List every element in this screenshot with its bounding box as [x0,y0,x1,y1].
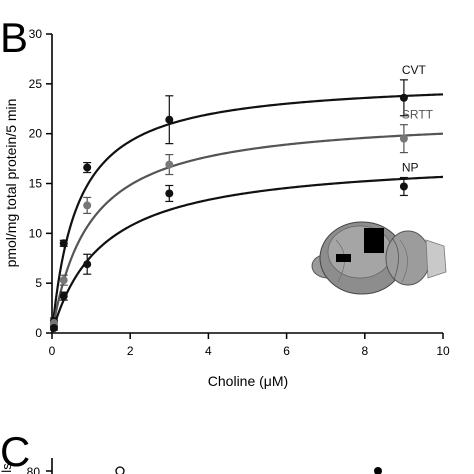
series-label-np: NP [402,161,419,175]
data-point-np [399,182,408,191]
fit-curve-np [50,175,444,334]
x-tick-label: 2 [127,344,134,358]
series-label-cvt: CVT [402,63,427,77]
brain-dissection-region [336,254,351,262]
y-ticks: 0 5 10 15 20 25 30 [29,27,52,340]
panel-c-filled-point [374,467,382,474]
data-point-np [83,260,92,269]
x-tick-label: 0 [49,344,56,358]
y-tick-label: 0 [35,326,42,340]
y-tick-label: 15 [29,177,43,191]
data-point-np [49,324,58,333]
data-point-srtt [399,134,408,143]
y-axis-label: pmol/mg total protein/5 min [3,99,19,268]
panel-c-fragment: 80 ls [0,458,382,474]
y-tick-label: 20 [29,127,43,141]
fit-curve-cvt [50,93,444,334]
data-point-cvt [59,239,68,248]
panel-c-letter: C [0,428,30,474]
brain-illustration [311,221,447,295]
series-label-srtt: SRTT [402,108,434,122]
data-point-cvt [165,115,174,124]
x-tick-label: 10 [436,344,450,358]
series-labels: CVT SRTT NP [402,63,434,175]
data-point-srtt [59,276,68,285]
data-points [49,93,408,333]
y-tick-label: 30 [29,27,43,41]
x-ticks: 0 2 4 6 8 10 [49,333,450,358]
data-point-srtt [165,160,174,169]
data-point-cvt [399,93,408,102]
panel-b-letter: B [0,14,28,61]
panel-c-y-axis-label: ls [0,463,14,473]
x-tick-label: 4 [205,344,212,358]
data-point-np [165,189,174,198]
panel-c-open-point [115,466,125,474]
data-point-np [59,292,68,301]
data-point-cvt [83,163,92,172]
y-tick-label: 25 [29,77,43,91]
x-axis-label: Choline (μM) [208,373,288,389]
brain-dissection-region [364,228,384,253]
x-tick-label: 6 [283,344,290,358]
y-tick-label: 10 [29,226,43,240]
data-point-srtt [83,201,92,210]
panel-c-y-tick-label: 80 [27,465,41,474]
y-tick-label: 5 [35,276,42,290]
x-tick-label: 8 [361,344,368,358]
fit-curve-srtt [50,132,444,334]
fit-curves [50,93,444,334]
